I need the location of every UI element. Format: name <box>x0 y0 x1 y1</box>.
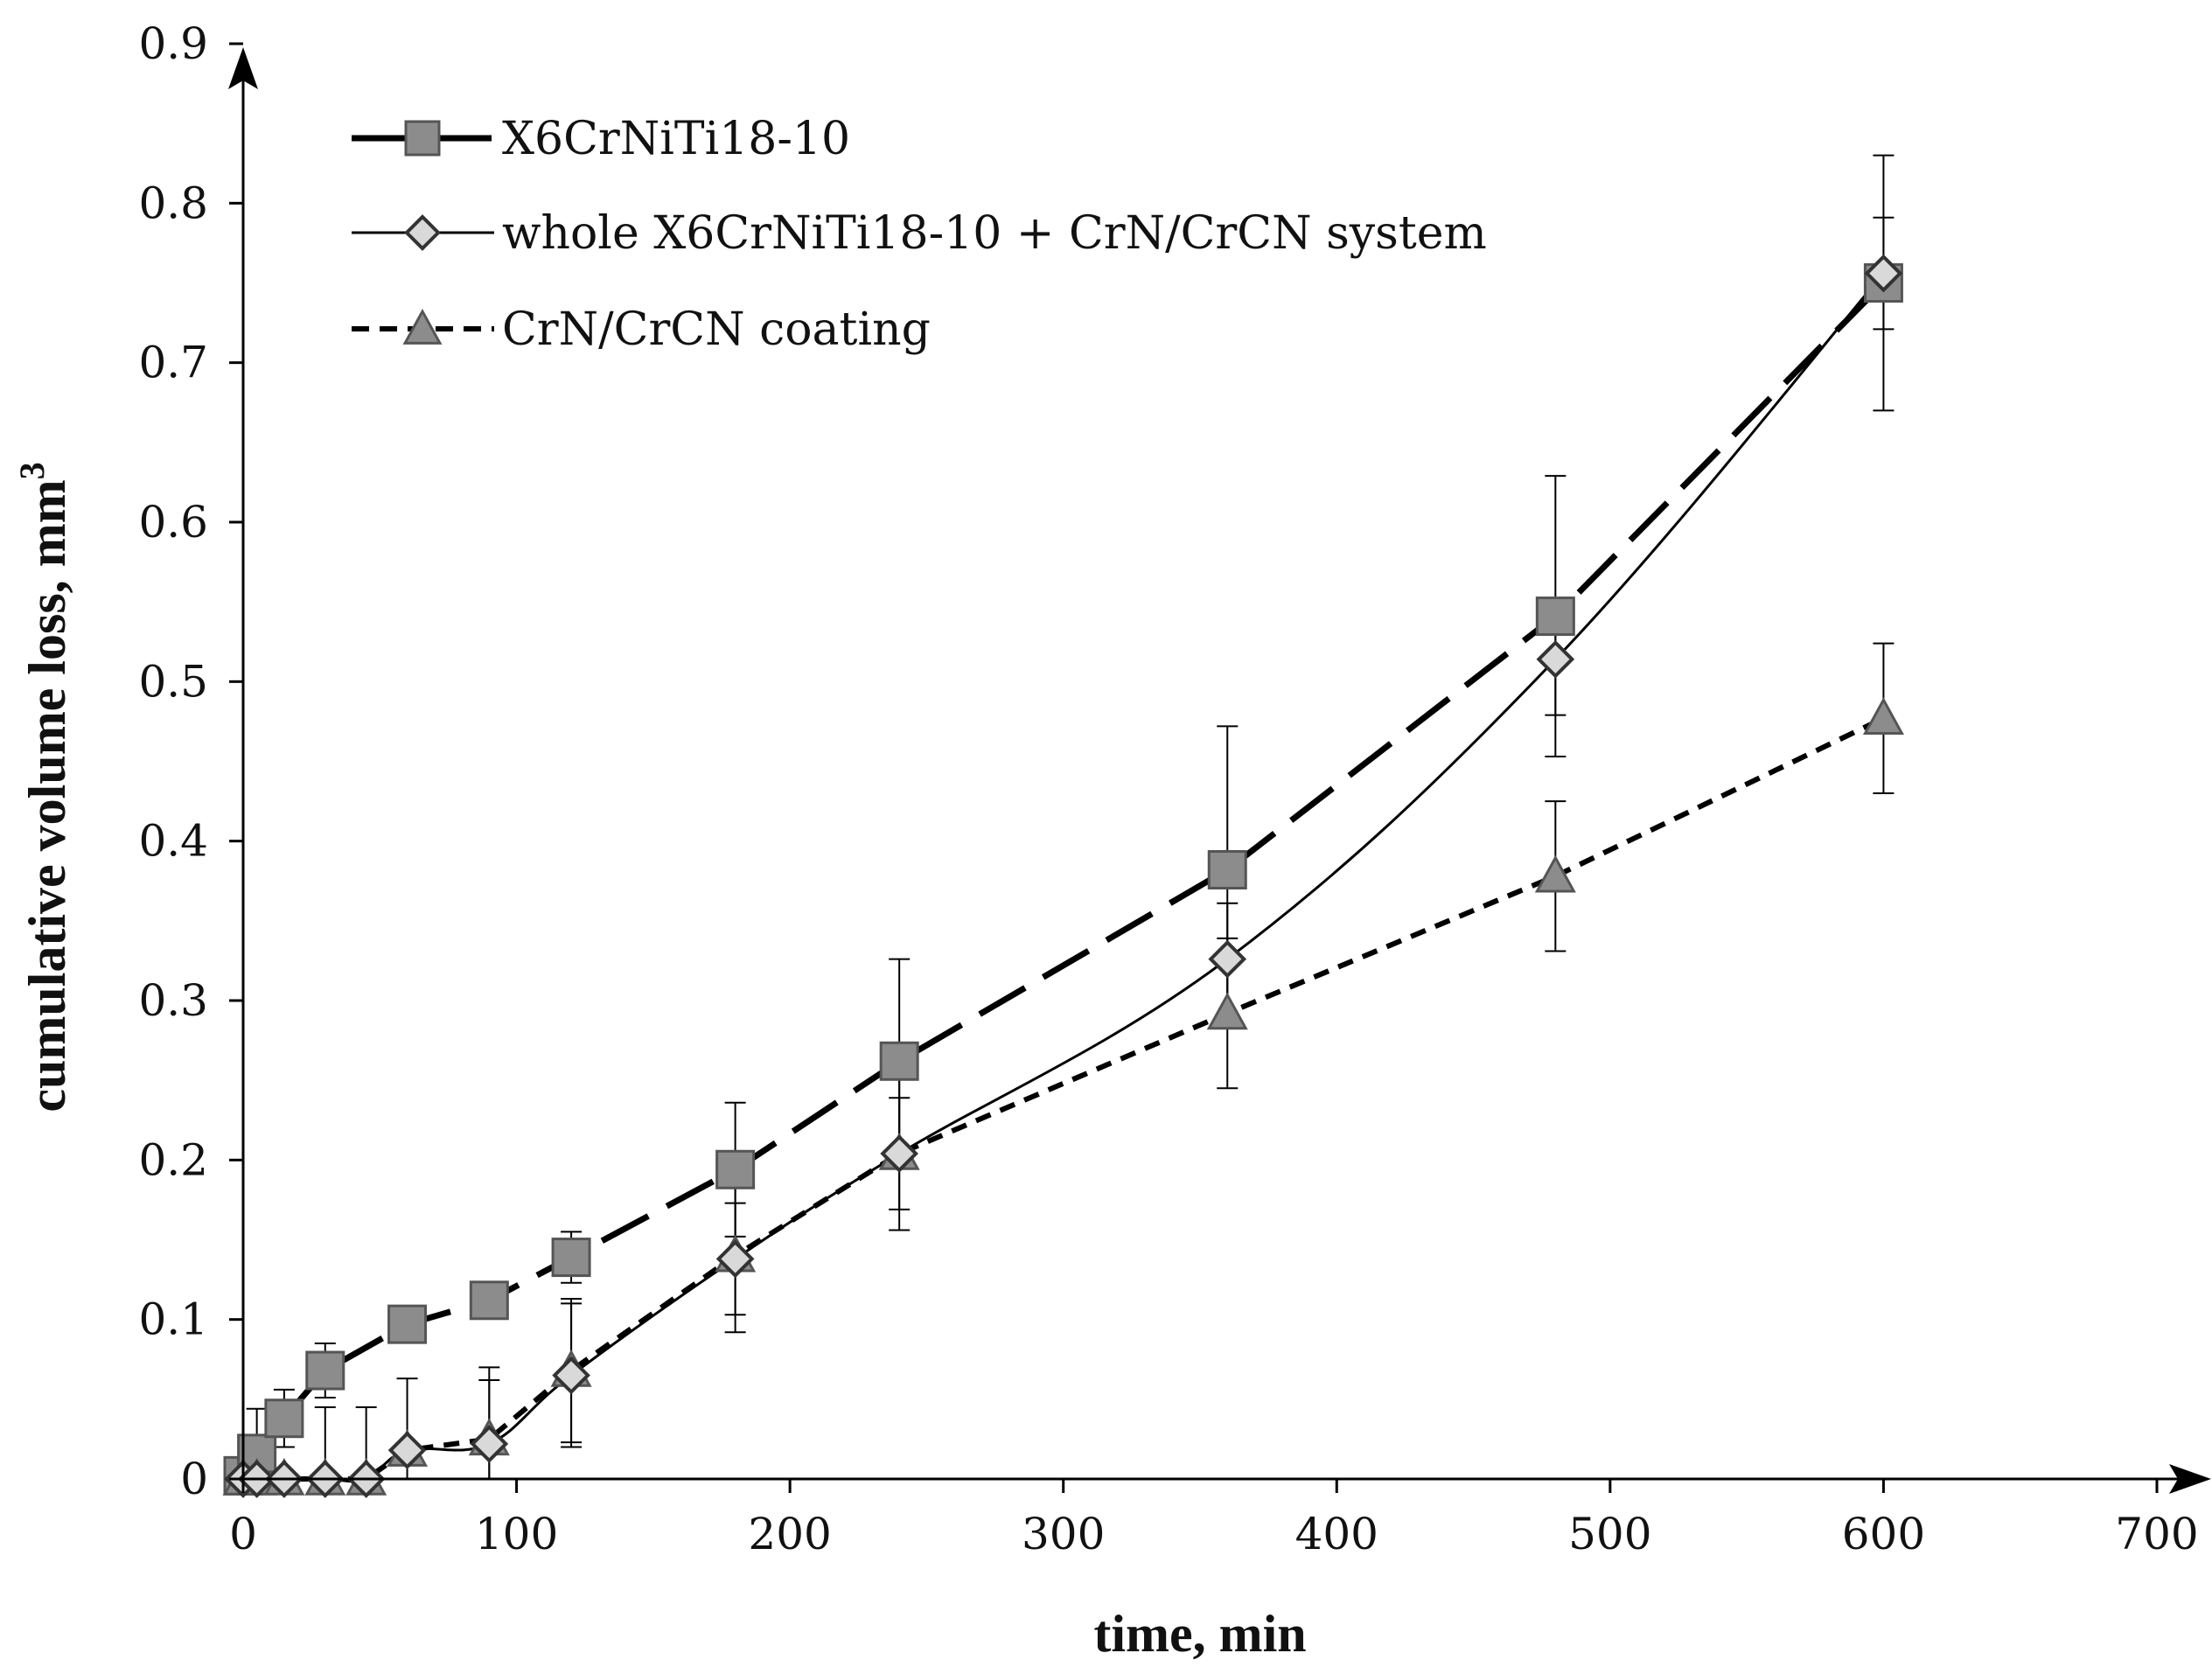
x-tick-label: 0 <box>229 1509 257 1559</box>
y-tick-label: 0.7 <box>138 338 208 388</box>
series-marker <box>1534 854 1576 893</box>
y-tick-label: 0.9 <box>138 18 208 69</box>
series-marker <box>879 1041 919 1081</box>
error-bars <box>246 154 1895 1480</box>
y-tick-label: 0.4 <box>138 816 208 867</box>
x-tick-label: 400 <box>1295 1509 1378 1559</box>
series-marker <box>552 1356 590 1395</box>
x-tick-label: 600 <box>1842 1509 1925 1559</box>
y-axis-title-superscript: 3 <box>12 462 52 479</box>
tick-labels: 0 100 200 300 400 500 600 700 0 0.1 0.2 0.3 0.4 0.5 0.… <box>138 18 2198 1559</box>
x-tick-label: 200 <box>748 1509 831 1559</box>
x-tick-label: 700 <box>2115 1509 2198 1559</box>
series-marker <box>470 1425 509 1463</box>
x-axis-title: time, min <box>1093 1605 1306 1663</box>
series-marker <box>715 1149 756 1189</box>
markers <box>222 254 1904 1498</box>
series-marker <box>305 1350 345 1391</box>
x-axis-arrow <box>2169 1464 2211 1494</box>
legend-label: CrN/CrCN coating <box>502 303 931 356</box>
series-marker <box>1206 992 1248 1030</box>
series-marker <box>551 1238 591 1278</box>
y-tick-label: 0.1 <box>138 1294 208 1345</box>
legend-label: X6CrNiTi18-10 <box>502 113 850 165</box>
series-marker <box>1864 254 1903 293</box>
y-axis-title: cumulative volume loss, mm3 <box>12 462 76 1112</box>
series-marker <box>880 1134 918 1173</box>
series-marker <box>469 1280 509 1321</box>
series-marker <box>715 1239 755 1279</box>
series-marker <box>387 1304 428 1344</box>
y-tick-label: 0.5 <box>138 656 208 707</box>
series-marker <box>387 1431 427 1470</box>
y-tick-label: 0 <box>180 1454 208 1504</box>
y-tick-label: 0.6 <box>138 497 208 548</box>
y-axis-title-text: cumulative volume loss, mm <box>18 479 76 1112</box>
x-tick-label: 100 <box>475 1509 558 1559</box>
x-tick-label: 300 <box>1022 1509 1105 1559</box>
legend-label: whole X6CrNiTi18-10 + CrN/CrCN system <box>502 207 1487 260</box>
series-marker <box>404 214 441 251</box>
legend: X6CrNiTi18-10 whole X6CrNiTi18-10 + CrN/C… <box>352 113 1487 356</box>
y-tick-label: 0.3 <box>138 975 208 1026</box>
y-axis-arrow <box>228 47 258 89</box>
series-line-3 <box>243 715 1885 1482</box>
series-marker <box>264 1398 304 1439</box>
series-marker <box>1862 697 1904 735</box>
x-tick-label: 500 <box>1568 1509 1651 1559</box>
series-marker <box>1208 939 1247 979</box>
series-marker <box>1535 596 1575 637</box>
y-tick-label: 0.2 <box>138 1134 208 1185</box>
series-marker <box>402 308 443 345</box>
axes <box>228 42 2211 1494</box>
series-marker <box>404 120 441 157</box>
series-marker <box>1536 639 1575 679</box>
y-tick-label: 0.8 <box>138 178 208 228</box>
series-marker <box>1207 849 1247 889</box>
